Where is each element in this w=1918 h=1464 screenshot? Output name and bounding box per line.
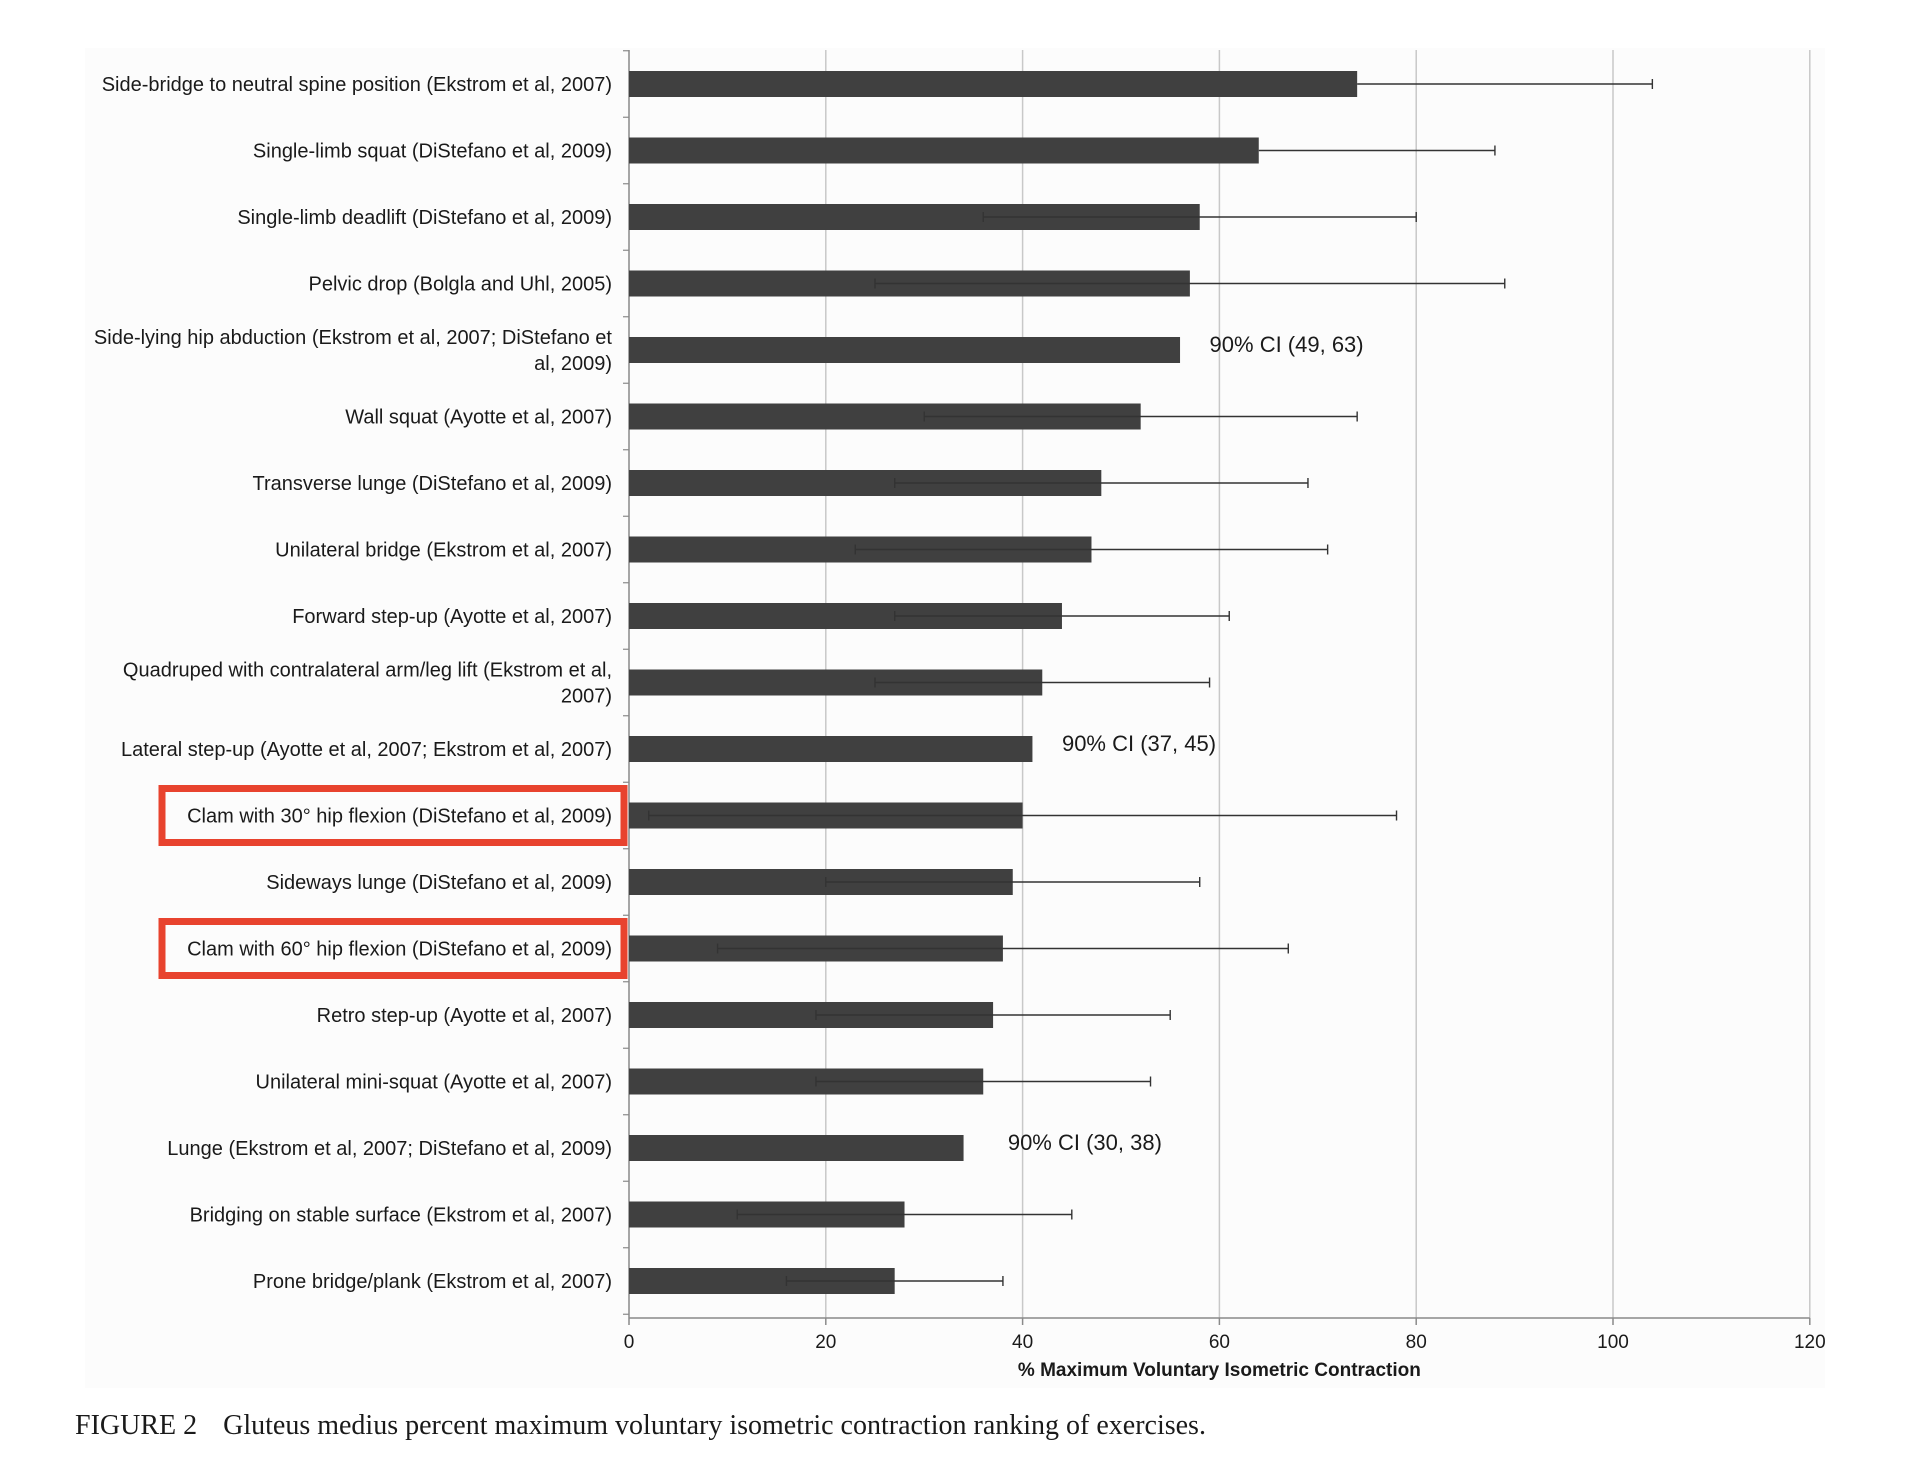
x-tick-label: 40 bbox=[1012, 1332, 1033, 1353]
category-label: Single-limb deadlift (DiStefano et al, 2… bbox=[237, 207, 612, 229]
x-tick-label: 100 bbox=[1597, 1332, 1629, 1353]
x-tick-label: 20 bbox=[815, 1332, 836, 1353]
category-label: Single-limb squat (DiStefano et al, 2009… bbox=[253, 141, 612, 163]
bar bbox=[629, 337, 1181, 363]
x-tick-label: 80 bbox=[1406, 1332, 1427, 1353]
bar bbox=[629, 71, 1358, 97]
category-label: Pelvic drop (Bolgla and Uhl, 2005) bbox=[308, 274, 612, 296]
category-label-line: Side-bridge to neutral spine position (E… bbox=[102, 74, 612, 96]
category-label: Bridging on stable surface (Ekstrom et a… bbox=[190, 1205, 612, 1227]
highlight-box bbox=[158, 918, 628, 979]
x-axis-ticks: 0 20 40 60 80 100 120 bbox=[624, 1318, 1826, 1353]
x-tick-label: 120 bbox=[1794, 1332, 1826, 1353]
plot-background bbox=[85, 48, 1825, 1388]
x-axis-title: % Maximum Voluntary Isometric Contractio… bbox=[1018, 1360, 1421, 1381]
category-label-line: 2007) bbox=[561, 686, 612, 708]
category-label: Clam with 60° hip flexion (DiStefano et … bbox=[187, 939, 612, 961]
ci-annotation: 90% CI (49, 63) bbox=[1210, 332, 1364, 357]
category-label-line: Unilateral bridge (Ekstrom et al, 2007) bbox=[275, 540, 612, 562]
category-label-line: Single-limb squat (DiStefano et al, 2009… bbox=[253, 141, 612, 163]
category-label-line: Wall squat (Ayotte et al, 2007) bbox=[345, 407, 612, 429]
category-label-line: Unilateral mini-squat (Ayotte et al, 200… bbox=[256, 1072, 612, 1094]
category-label: Retro step-up (Ayotte et al, 2007) bbox=[317, 1005, 612, 1027]
category-label: Quadruped with contralateral arm/leg lif… bbox=[123, 660, 612, 708]
bar bbox=[629, 1135, 964, 1161]
category-label-line: Clam with 60° hip flexion (DiStefano et … bbox=[187, 939, 612, 961]
highlight-box bbox=[158, 785, 628, 846]
figure-caption: FIGURE 2 Gluteus medius percent maximum v… bbox=[75, 1410, 1206, 1442]
category-label: Lateral step-up (Ayotte et al, 2007; Eks… bbox=[121, 739, 612, 761]
x-tick-label: 60 bbox=[1209, 1332, 1230, 1353]
category-label: Sideways lunge (DiStefano et al, 2009) bbox=[266, 872, 612, 894]
x-tick-label: 0 bbox=[624, 1332, 635, 1353]
category-label-line: Side-lying hip abduction (Ekstrom et al,… bbox=[94, 327, 613, 349]
category-labels: Side-bridge to neutral spine position (E… bbox=[94, 74, 1364, 1293]
ci-annotation: 90% CI (30, 38) bbox=[1008, 1130, 1162, 1155]
category-label: Unilateral bridge (Ekstrom et al, 2007) bbox=[275, 540, 612, 562]
category-label: Transverse lunge (DiStefano et al, 2009) bbox=[253, 473, 612, 495]
category-label: Clam with 30° hip flexion (DiStefano et … bbox=[187, 806, 612, 828]
category-label: Side-bridge to neutral spine position (E… bbox=[102, 74, 612, 96]
category-label-line: Lateral step-up (Ayotte et al, 2007; Eks… bbox=[121, 739, 612, 761]
category-label: Side-lying hip abduction (Ekstrom et al,… bbox=[94, 327, 613, 375]
category-label: Prone bridge/plank (Ekstrom et al, 2007) bbox=[253, 1271, 612, 1293]
gridlines bbox=[623, 50, 1811, 1319]
bar bbox=[629, 137, 1259, 164]
category-label-line: Prone bridge/plank (Ekstrom et al, 2007) bbox=[253, 1271, 612, 1293]
bars bbox=[629, 71, 1654, 1294]
category-label-line: Sideways lunge (DiStefano et al, 2009) bbox=[266, 872, 612, 894]
ci-annotation: 90% CI (37, 45) bbox=[1062, 731, 1216, 756]
category-label-line: al, 2009) bbox=[534, 353, 612, 375]
category-label-line: Bridging on stable surface (Ekstrom et a… bbox=[190, 1205, 612, 1227]
category-label: Forward step-up (Ayotte et al, 2007) bbox=[292, 606, 612, 628]
category-label-line: Transverse lunge (DiStefano et al, 2009) bbox=[253, 473, 612, 495]
figure-number: FIGURE 2 bbox=[75, 1410, 198, 1441]
category-label-line: Single-limb deadlift (DiStefano et al, 2… bbox=[237, 207, 612, 229]
category-label-line: Lunge (Ekstrom et al, 2007; DiStefano et… bbox=[167, 1138, 612, 1160]
bar bbox=[629, 736, 1033, 762]
category-label: Wall squat (Ayotte et al, 2007) bbox=[345, 407, 612, 429]
category-label-line: Pelvic drop (Bolgla and Uhl, 2005) bbox=[308, 274, 612, 296]
category-label-line: Retro step-up (Ayotte et al, 2007) bbox=[317, 1005, 612, 1027]
category-label: Lunge (Ekstrom et al, 2007; DiStefano et… bbox=[167, 1138, 612, 1160]
category-label: Unilateral mini-squat (Ayotte et al, 200… bbox=[256, 1072, 612, 1094]
category-label-line: Quadruped with contralateral arm/leg lif… bbox=[123, 660, 612, 682]
caption-text: Gluteus medius percent maximum voluntary… bbox=[223, 1410, 1206, 1441]
category-label-line: Clam with 30° hip flexion (DiStefano et … bbox=[187, 806, 612, 828]
category-label-line: Forward step-up (Ayotte et al, 2007) bbox=[292, 606, 612, 628]
